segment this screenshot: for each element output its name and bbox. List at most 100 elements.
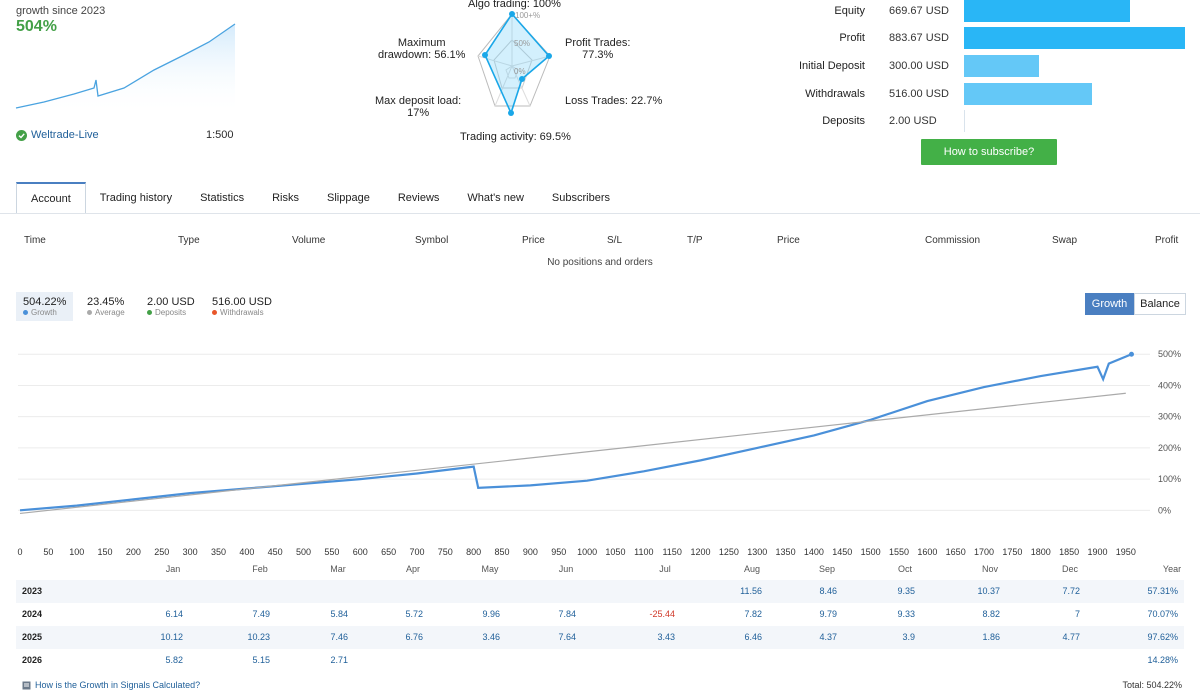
mini-growth-chart: [15, 23, 236, 115]
y-tick-label: 0%: [1158, 505, 1171, 515]
radar-profit-trades-label: Profit Trades:: [565, 37, 631, 49]
tab-slippage[interactable]: Slippage: [327, 191, 370, 204]
positions-col-header: Commission: [925, 235, 981, 246]
no-positions-message: No positions and orders: [547, 257, 653, 268]
positions-col-header: Profit: [1155, 235, 1179, 246]
radar-max-deposit-load: Max deposit load: 17%: [375, 95, 461, 119]
legend-dot-icon: [87, 310, 92, 315]
stat-label: Equity: [834, 5, 865, 17]
radar-algo-trading: Algo trading: 100%: [468, 0, 561, 10]
year-total: 14.28%: [1147, 655, 1178, 665]
summary-value: 516.00 USD: [212, 296, 272, 308]
stat-value: 669.67 USD: [889, 5, 949, 17]
account-broker-link[interactable]: Weltrade-Live: [16, 129, 99, 141]
x-tick-label: 1350: [776, 547, 796, 557]
summary-withdrawals[interactable]: 516.00 USD Withdrawals: [205, 292, 279, 321]
month-header: Jan: [165, 564, 181, 574]
legend-dot-icon: [23, 310, 28, 315]
month-value: 6.14: [165, 609, 183, 619]
tab-what-s-new[interactable]: What's new: [467, 191, 524, 204]
ring-100-label: 100+%: [515, 11, 540, 20]
year-label: 2025: [22, 632, 43, 642]
growth-calculation-link[interactable]: How is the Growth in Signals Calculated?: [22, 680, 200, 690]
x-tick-label: 1150: [662, 547, 681, 557]
month-value: 3.9: [902, 632, 915, 642]
month-value: 10.23: [247, 632, 270, 642]
month-value: 11.56: [740, 586, 762, 596]
positions-col-header: Volume: [292, 235, 326, 246]
tab-divider: [0, 213, 1200, 214]
summary-label-row: Average: [87, 308, 125, 317]
month-value: 7.84: [558, 609, 576, 619]
positions-col-header: Swap: [1052, 235, 1078, 246]
stat-value: 516.00 USD: [889, 88, 949, 100]
x-tick-label: 400: [239, 547, 254, 557]
summary-value: 23.45%: [87, 296, 125, 308]
x-tick-label: 750: [438, 547, 453, 557]
year-total: 57.31%: [1147, 586, 1178, 596]
stat-value: 883.67 USD: [889, 32, 949, 44]
summary-label-row: Deposits: [147, 308, 195, 317]
summary-average[interactable]: 23.45% Average: [80, 292, 132, 321]
legend-dot-icon: [147, 310, 152, 315]
tab-trading-history[interactable]: Trading history: [99, 191, 173, 204]
month-value: 9.79: [819, 609, 837, 619]
x-tick-label: 600: [353, 547, 368, 557]
month-value: 3.46: [482, 632, 500, 642]
x-tick-label: 1950: [1116, 547, 1136, 557]
x-tick-label: 300: [183, 547, 198, 557]
year-row: 2026 5.82 5.15 2.71 14.28%: [16, 649, 1184, 672]
month-value: 9.33: [897, 609, 915, 619]
summary-deposits[interactable]: 2.00 USD Deposits: [140, 292, 202, 321]
growth-series-endpoint: [1128, 351, 1134, 357]
summary-label: Deposits: [155, 308, 187, 317]
month-value: 5.72: [405, 609, 423, 619]
month-header: Jun: [558, 564, 574, 574]
x-tick-label: 1100: [634, 547, 653, 557]
stat-bar: [964, 27, 1185, 49]
tab-reviews[interactable]: Reviews: [397, 191, 440, 204]
y-tick-label: 400%: [1158, 380, 1181, 390]
x-tick-label: 1800: [1031, 547, 1051, 557]
summary-label: Growth: [31, 308, 57, 317]
tab-risks[interactable]: Risks: [272, 191, 299, 204]
month-value: 9.96: [482, 609, 500, 619]
tab-statistics[interactable]: Statistics: [200, 191, 245, 204]
month-value: -25.44: [649, 609, 675, 619]
x-tick-label: 150: [98, 547, 113, 557]
year-label: 2026: [22, 655, 43, 665]
x-tick-label: 1300: [747, 547, 767, 557]
month-value: 10.37: [977, 586, 1000, 596]
y-tick-label: 200%: [1158, 443, 1181, 453]
y-tick-label: 100%: [1158, 474, 1181, 484]
average-series-line: [19, 392, 1126, 515]
total-growth: Total: 504.22%: [1122, 680, 1182, 690]
positions-col-header: Price: [522, 235, 545, 246]
x-tick-label: 550: [324, 547, 339, 557]
positions-col-header: T/P: [687, 235, 703, 246]
verified-check-icon: [16, 129, 27, 141]
x-tick-label: 100: [69, 547, 84, 557]
month-value: 5.82: [165, 655, 183, 665]
month-value: 7.72: [1062, 586, 1080, 596]
tab-account[interactable]: Account: [16, 182, 86, 213]
ring-0-label: 0%: [514, 67, 526, 76]
growth-calculation-link-text: How is the Growth in Signals Calculated?: [35, 680, 201, 690]
stat-value: 300.00 USD: [889, 60, 949, 72]
balance-toggle-button[interactable]: Balance: [1134, 293, 1186, 315]
positions-col-header: Symbol: [415, 235, 449, 246]
month-header: Oct: [897, 564, 912, 574]
leverage: 1:500: [206, 129, 234, 141]
stat-value: 2.00 USD: [889, 115, 937, 127]
how-to-subscribe-button[interactable]: How to subscribe?: [921, 139, 1057, 165]
x-tick-label: 1000: [577, 547, 597, 557]
summary-label: Withdrawals: [220, 308, 264, 317]
x-tick-label: 1400: [804, 547, 824, 557]
tab-subscribers[interactable]: Subscribers: [551, 191, 610, 204]
positions-col-header: Time: [24, 235, 46, 246]
month-value: 7.64: [558, 632, 576, 642]
growth-toggle-button[interactable]: Growth: [1085, 293, 1134, 315]
summary-growth[interactable]: 504.22% Growth: [16, 292, 74, 321]
y-tick-label: 300%: [1158, 412, 1181, 422]
stat-bar: [964, 55, 1039, 77]
